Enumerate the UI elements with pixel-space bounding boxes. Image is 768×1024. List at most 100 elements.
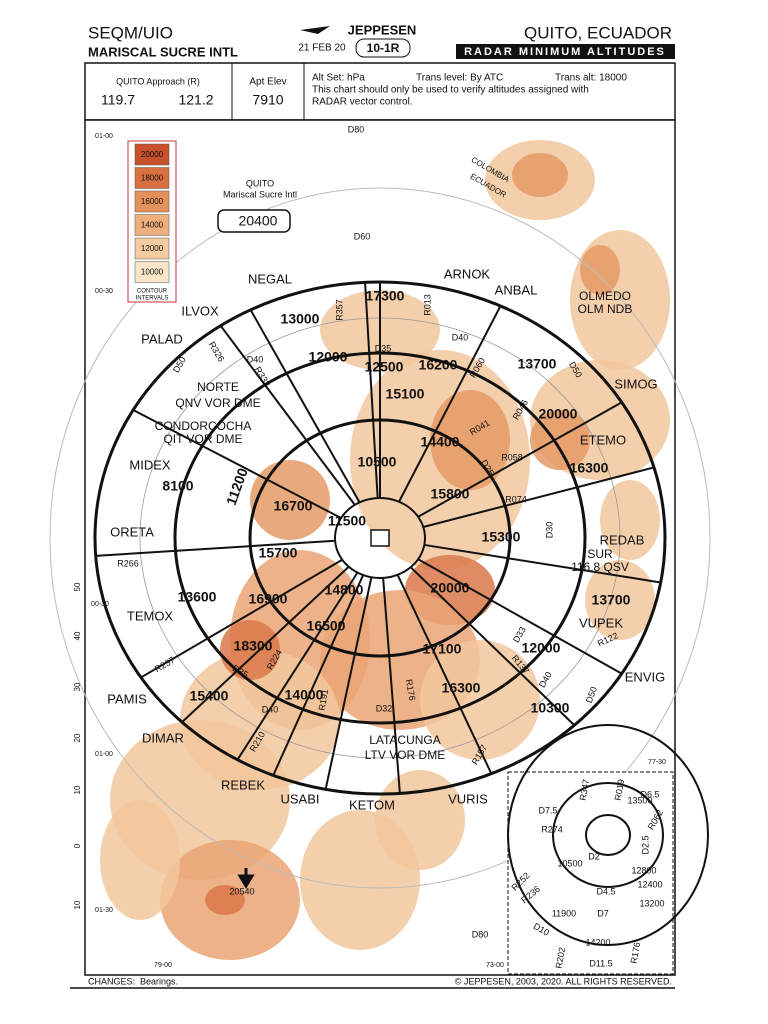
fix: VURIS xyxy=(448,791,488,806)
inset-label: D11.5 xyxy=(589,958,612,968)
sector-altitude: 20000 xyxy=(431,580,470,596)
sector-boundary xyxy=(324,577,373,790)
terrain-area xyxy=(205,885,245,915)
airport-name: MARISCAL SUCRE INTL xyxy=(88,44,238,59)
fix: USABI xyxy=(280,791,319,806)
sector-boundary xyxy=(398,305,502,503)
inset-label: R347 xyxy=(578,778,592,801)
brand: JEPPESEN xyxy=(348,22,417,37)
scale-label: 0 xyxy=(73,843,82,848)
fix: KETOM xyxy=(349,797,395,812)
sector-altitude: 12500 xyxy=(365,359,404,375)
chart-date: 21 FEB 20 xyxy=(298,43,346,54)
legend-caption: CONTOUR xyxy=(137,289,168,295)
radial-label: R266 xyxy=(117,558,139,568)
sector-altitude: 16900 xyxy=(249,591,288,607)
sector-boundary xyxy=(140,558,343,679)
inset-label: D7 xyxy=(597,908,609,918)
inset-label: 14200 xyxy=(585,937,610,947)
legend-label: 18000 xyxy=(141,174,164,183)
coordinate: 00-30 xyxy=(95,288,113,295)
changes-label: CHANGES: xyxy=(88,976,135,986)
fix: REBEK xyxy=(221,777,265,792)
fix: ENVIG xyxy=(625,669,665,684)
legend-label: 20000 xyxy=(141,150,164,159)
fix: MIDEX xyxy=(129,457,171,472)
inset-label: D7.5 xyxy=(538,805,557,815)
sector-altitude: 10500 xyxy=(358,454,397,470)
sector-altitude: 17300 xyxy=(366,288,405,304)
navaid: 116.8 QSV xyxy=(571,560,629,574)
copyright: © JEPPESEN, 2003, 2020. ALL RIGHTS RESER… xyxy=(455,976,672,986)
approach-label: QUITO Approach (R) xyxy=(116,76,200,86)
radial-label: D40 xyxy=(247,354,264,364)
radial-label: D60 xyxy=(354,231,371,241)
sector-altitude: 8100 xyxy=(162,478,193,494)
inset-label: 12400 xyxy=(637,879,662,889)
fix: NEGAL xyxy=(248,271,292,286)
fix: REDAB xyxy=(600,532,645,547)
sector-altitude: 15700 xyxy=(259,545,298,561)
legend-caption: INTERVALS xyxy=(136,296,169,302)
navaid: OLM NDB xyxy=(578,302,633,316)
sector-altitude: 15400 xyxy=(190,688,229,704)
title-bar xyxy=(456,44,675,59)
inset-label: R274 xyxy=(541,824,563,834)
fix: PAMIS xyxy=(107,691,147,706)
legend-label: 12000 xyxy=(141,244,164,253)
sector-boundary xyxy=(132,409,342,519)
coordinate: 73-00 xyxy=(486,962,504,969)
navaid: OLMEDO xyxy=(579,289,631,303)
sector-boundary xyxy=(181,566,350,723)
sector-boundary xyxy=(364,282,379,499)
scale-label: 20 xyxy=(73,733,82,742)
sector-altitude: 20000 xyxy=(539,406,578,422)
inset-ring xyxy=(585,814,631,856)
radial-label: R191 xyxy=(317,688,331,711)
radial-label: D80 xyxy=(348,124,365,134)
radial-label: R058 xyxy=(501,452,523,462)
radial-label: D40 xyxy=(262,704,279,714)
sector-altitude: 13700 xyxy=(592,592,631,608)
sector-boundary xyxy=(423,466,655,528)
sector-altitude: 14800 xyxy=(325,582,364,598)
peak-arrow xyxy=(237,868,255,889)
inset-label: R019 xyxy=(613,778,627,801)
inset-label: D2.5 xyxy=(640,835,650,854)
location: QUITO, ECUADOR xyxy=(524,23,672,42)
sector-boundary xyxy=(236,572,359,761)
fix: ILVOX xyxy=(181,303,219,318)
sector-boundary xyxy=(219,325,356,506)
radial-label: D30 xyxy=(544,522,554,539)
terrain-area xyxy=(530,410,590,470)
sector-altitude: 15100 xyxy=(386,386,425,402)
note: This chart should only be used to verify… xyxy=(312,85,589,96)
coordinate: 00-30 xyxy=(91,601,109,608)
radial-label: D32 xyxy=(376,703,393,713)
fix: ARNOK xyxy=(444,266,491,281)
terrain-area xyxy=(580,245,620,295)
fix: TEMOX xyxy=(127,608,174,623)
terrain-area xyxy=(512,153,568,197)
fix: SIMOG xyxy=(614,376,657,391)
sector-altitude: 15300 xyxy=(482,529,521,545)
fix: ORETA xyxy=(110,524,154,539)
legend-label: 16000 xyxy=(141,197,164,206)
legend-swatch xyxy=(134,167,170,189)
coordinate: 77-30 xyxy=(648,759,666,766)
sector-boundary xyxy=(95,539,336,557)
sector-altitude: 16500 xyxy=(307,618,346,634)
sector-altitude: 15800 xyxy=(431,486,470,502)
navaid: SUR xyxy=(587,547,613,561)
inset-label: D6.5 xyxy=(640,789,659,799)
scale-label: 50 xyxy=(73,582,82,591)
navaid: CONDORCOCHA xyxy=(155,419,252,433)
coordinate: 01-30 xyxy=(95,907,113,914)
elevation: 7910 xyxy=(252,92,283,108)
sector-altitude: 10300 xyxy=(531,700,570,716)
alt-set: Alt Set: hPa xyxy=(312,73,365,84)
sector-altitude: 16300 xyxy=(570,460,609,476)
sector-altitude: 18300 xyxy=(234,638,273,654)
sector-boundary xyxy=(272,574,365,776)
legend-swatch xyxy=(134,143,170,166)
